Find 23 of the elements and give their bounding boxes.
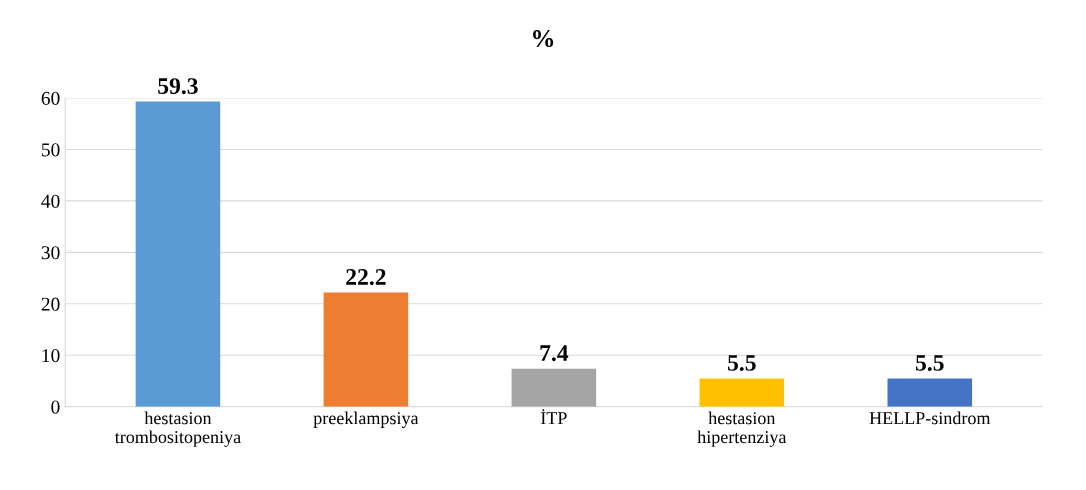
data-label: 7.4: [540, 345, 569, 362]
data-label: 22.2: [346, 269, 386, 286]
x-tick-label: hestasion hipertenziya: [697, 411, 787, 447]
data-label: 5.5: [728, 355, 756, 371]
x-tick-label: hestasion trombositopeniya: [114, 411, 241, 447]
bar: [887, 378, 973, 407]
data-label: 5.5: [915, 355, 944, 371]
bar: [511, 368, 597, 407]
y-tick-label: 50: [41, 143, 60, 157]
x-tick-label: HELLP-sindrom: [869, 411, 991, 425]
y-tick-label: 20: [41, 297, 60, 311]
x-tick-label: İTP: [540, 409, 567, 425]
chart-title: %: [533, 30, 554, 48]
x-tick-label: preeklampsiya: [313, 411, 419, 428]
bar: [323, 292, 409, 407]
y-tick-label: 30: [41, 246, 60, 260]
y-tick-label: 40: [41, 194, 60, 208]
y-tick-label: 10: [42, 349, 60, 363]
data-label: 59.3: [158, 78, 198, 95]
bar: [699, 378, 785, 407]
y-tick-label: 60: [41, 91, 60, 105]
bar: [135, 101, 221, 407]
y-tick-label: 0: [51, 400, 60, 414]
